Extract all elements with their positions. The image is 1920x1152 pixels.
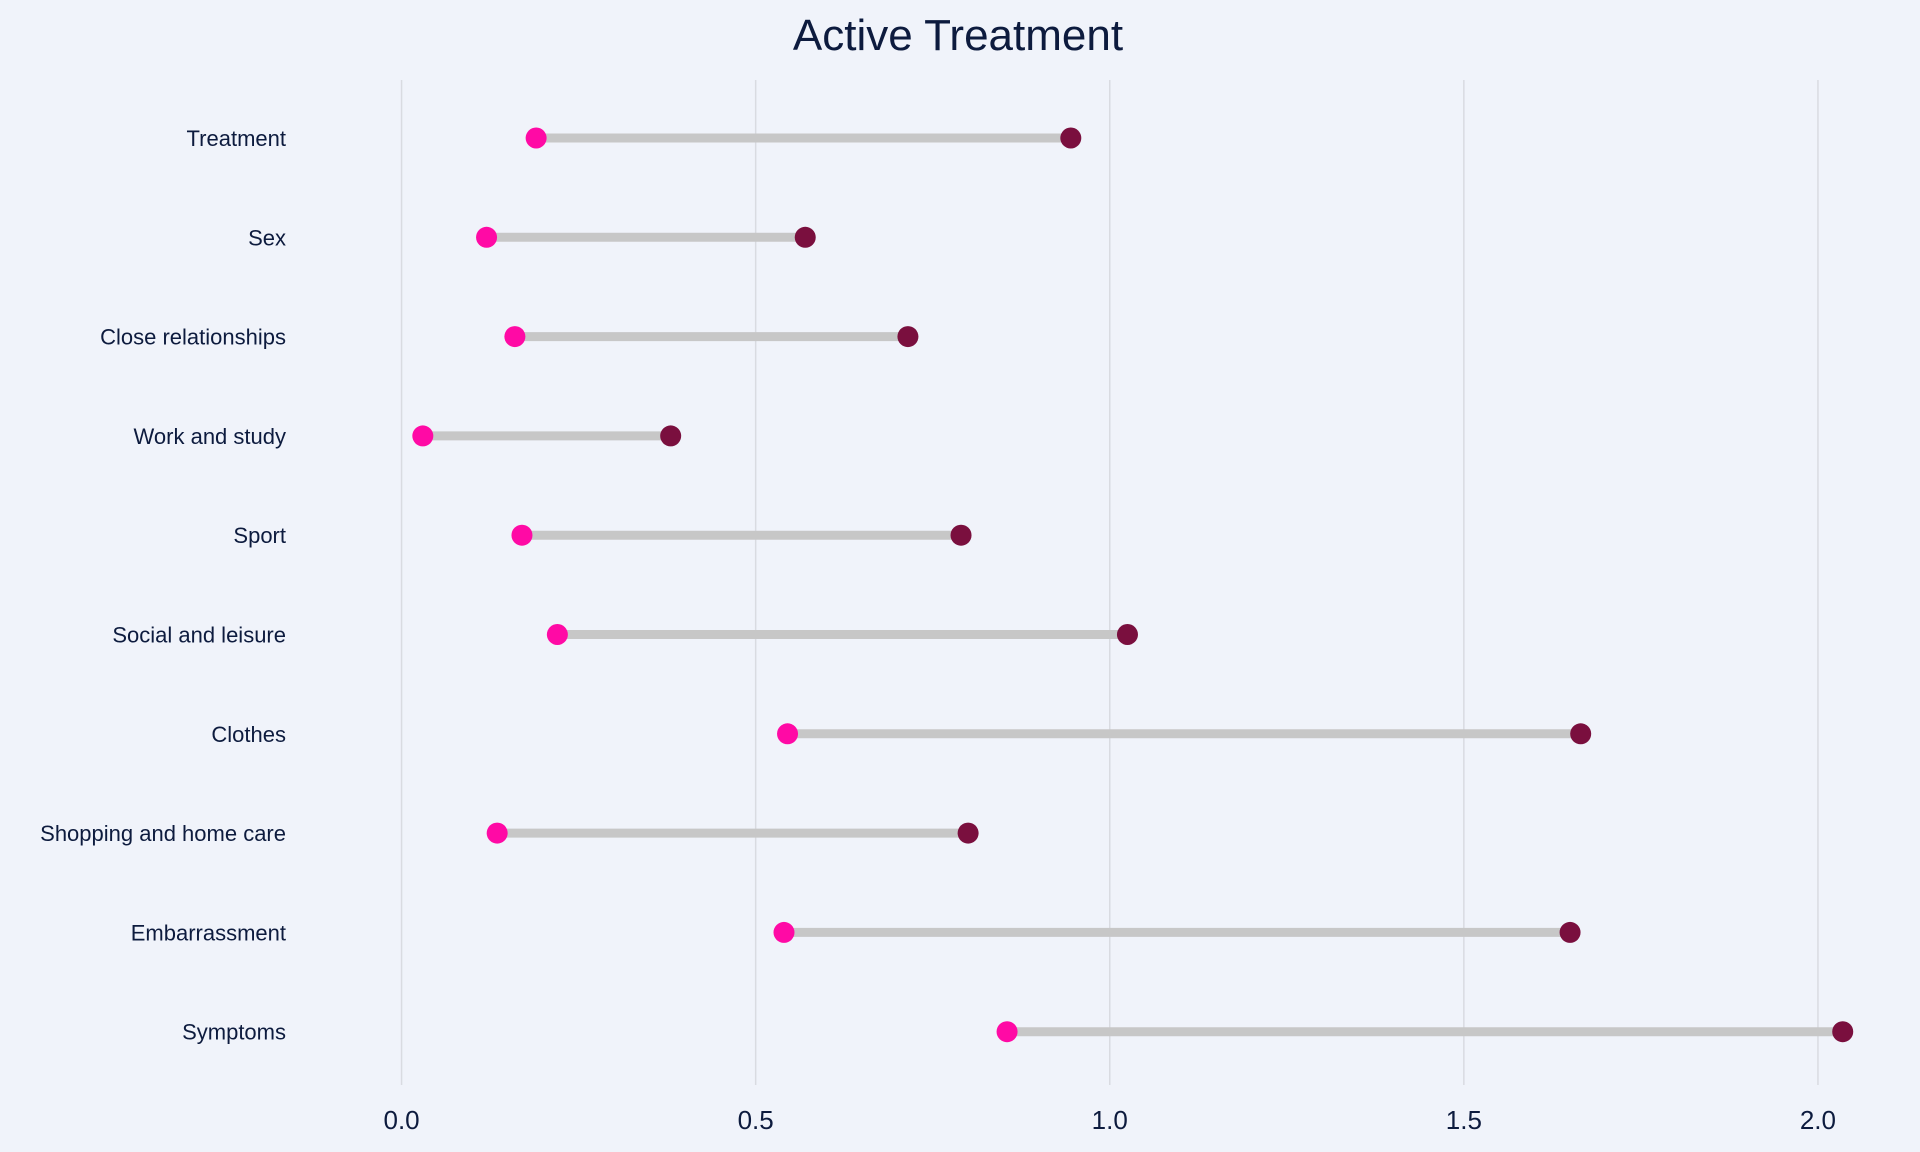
category-label: Symptoms	[182, 1020, 286, 1045]
end-point	[1832, 1021, 1854, 1043]
category-label: Close relationships	[100, 325, 286, 350]
category-label: Clothes	[211, 722, 286, 747]
x-tick-label: 0.5	[738, 1105, 774, 1135]
end-point	[1060, 127, 1082, 149]
start-point	[476, 226, 498, 248]
category-label: Social and leisure	[112, 623, 286, 648]
grid-layer	[400, 80, 1819, 1085]
end-point	[950, 524, 972, 546]
x-tick-label: 2.0	[1800, 1105, 1836, 1135]
end-point	[1559, 921, 1581, 943]
end-point	[957, 822, 979, 844]
end-point	[1570, 723, 1592, 745]
category-label: Treatment	[187, 126, 286, 151]
connector-layer	[418, 133, 1848, 1037]
category-labels: Treatment Sex Close relationships Work and …	[40, 126, 286, 1045]
end-point	[1116, 624, 1138, 645]
point-layer	[412, 127, 1854, 1043]
x-tick-label: 1.5	[1446, 1105, 1482, 1135]
start-point	[486, 822, 508, 844]
category-label: Work and study	[134, 424, 286, 449]
start-point	[511, 524, 533, 546]
end-point	[660, 425, 682, 447]
x-tick-labels: 0.0 0.5 1.0 1.5 2.0	[383, 1105, 1836, 1135]
x-tick-label: 1.0	[1092, 1105, 1128, 1135]
end-point	[794, 226, 816, 248]
start-point	[773, 921, 795, 943]
category-label: Sex	[248, 225, 286, 250]
start-point	[525, 127, 547, 149]
start-point	[412, 425, 434, 447]
category-label: Sport	[233, 523, 286, 548]
category-label: Shopping and home care	[40, 821, 286, 846]
start-point	[777, 723, 799, 745]
chart-title: Active Treatment	[793, 11, 1123, 60]
x-tick-label: 0.0	[383, 1105, 419, 1135]
end-point	[897, 326, 919, 348]
start-point	[504, 326, 526, 348]
start-point	[996, 1021, 1018, 1043]
category-label: Embarrassment	[131, 920, 286, 945]
start-point	[546, 624, 568, 645]
